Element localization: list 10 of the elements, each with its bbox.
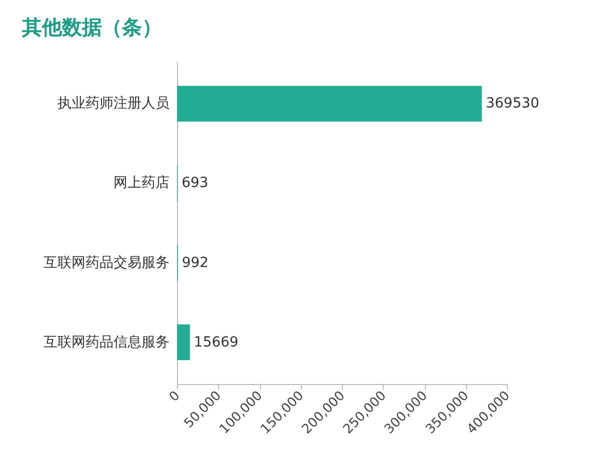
y-tick-label: 网上药店 xyxy=(114,175,170,192)
data-label: 15669 xyxy=(194,334,238,350)
data-label: 992 xyxy=(182,254,209,271)
y-tick-label: 执业药师注册人员 xyxy=(58,96,170,112)
y-tick-label: 互联网药品交易服务 xyxy=(44,254,170,271)
chart-title: 其他数据（条） xyxy=(21,15,162,39)
data-label: 369530 xyxy=(486,96,540,112)
x-tick-label: 0 xyxy=(166,388,184,406)
data-label: 693 xyxy=(182,175,208,192)
y-tick-label: 互联网药品信息服务 xyxy=(44,334,170,350)
